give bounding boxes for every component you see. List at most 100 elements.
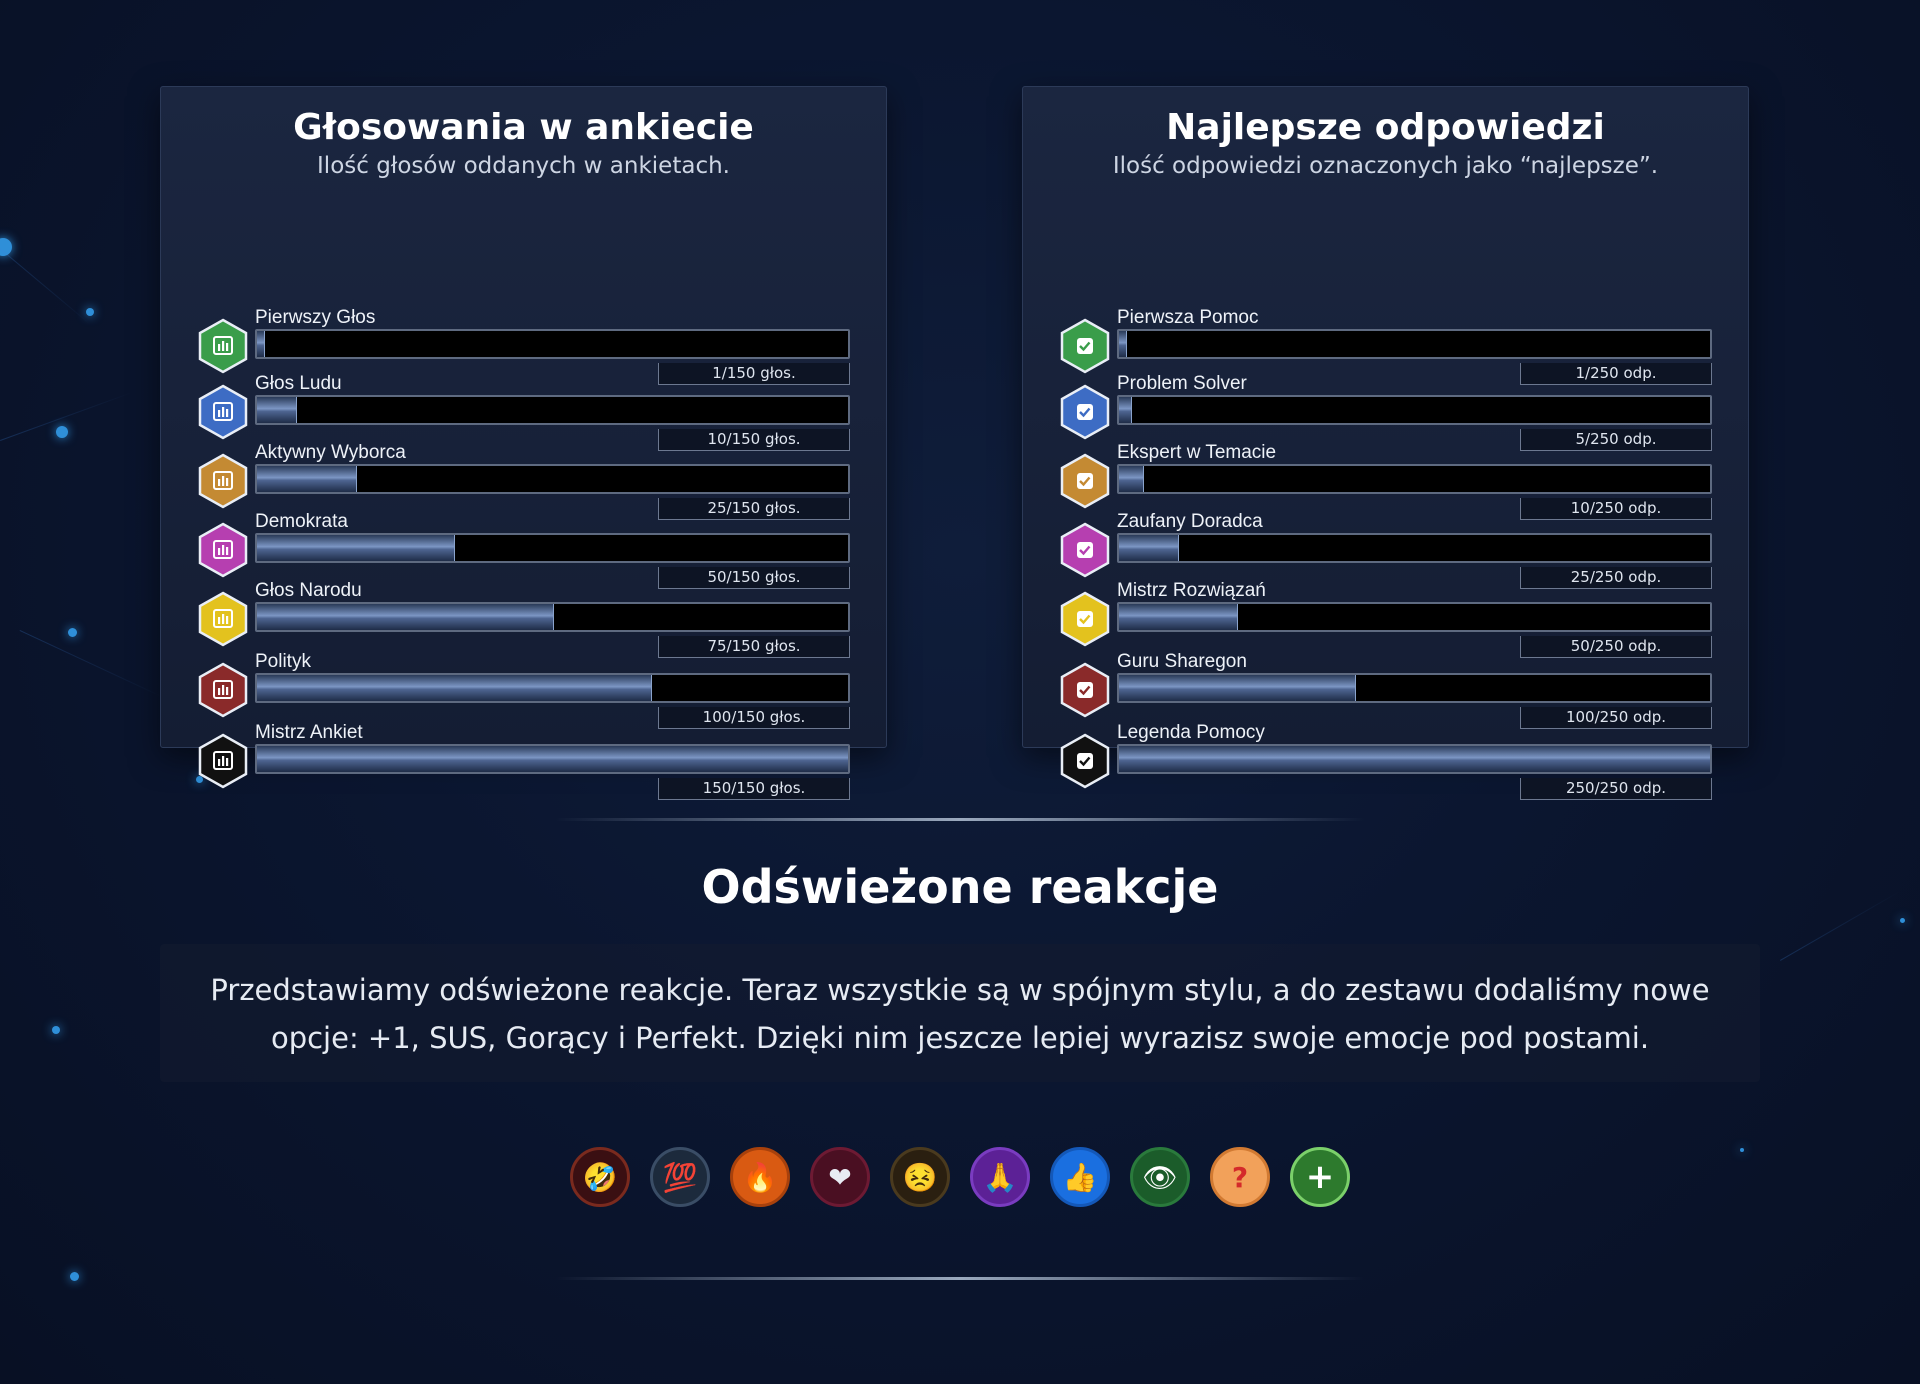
heart-icon[interactable]: ❤ bbox=[810, 1147, 870, 1207]
panel-subtitle: Ilość odpowiedzi oznaczonych jako “najle… bbox=[1112, 153, 1659, 179]
badge-name: Pierwsza Pomoc bbox=[1117, 307, 1259, 328]
badge-bar-chart-icon bbox=[197, 521, 249, 579]
reactions-row: 🤣 💯 🔥 ❤ 😣 🙏 👍 👁? + bbox=[570, 1147, 1360, 1211]
progress-bar bbox=[255, 395, 850, 425]
polls-panel: Głosowania w ankiecie Ilość głosów oddan… bbox=[160, 86, 887, 800]
badge-bar-chart-icon bbox=[197, 732, 249, 790]
progress-bar bbox=[255, 329, 850, 359]
progress-bar bbox=[1117, 395, 1712, 425]
answers-panel: Najlepsze odpowiedzi Ilość odpowiedzi oz… bbox=[1022, 86, 1749, 800]
badge-row: Legenda Pomocy 250/250 odp. bbox=[1023, 722, 1748, 812]
badge-bar-chart-icon bbox=[197, 590, 249, 648]
panel-title: Najlepsze odpowiedzi bbox=[1166, 107, 1605, 148]
progress-count: 10/150 głos. bbox=[658, 429, 850, 451]
badge-checkmark-icon bbox=[1059, 452, 1111, 510]
badge-row: Guru Sharegon 100/250 odp. bbox=[1023, 651, 1748, 741]
progress-fill bbox=[257, 535, 455, 561]
progress-fill bbox=[257, 466, 357, 492]
badge-row: Ekspert w Temacie 10/250 odp. bbox=[1023, 442, 1748, 532]
badge-row: Zaufany Doradca 25/250 odp. bbox=[1023, 511, 1748, 601]
badge-row: Demokrata 50/150 głos. bbox=[161, 511, 886, 601]
badge-row: Polityk 100/150 głos. bbox=[161, 651, 886, 741]
progress-count: 50/250 odp. bbox=[1520, 636, 1712, 658]
badge-bar-chart-icon bbox=[197, 661, 249, 719]
progress-count: 5/250 odp. bbox=[1520, 429, 1712, 451]
badge-name: Głos Narodu bbox=[255, 580, 362, 601]
progress-bar bbox=[255, 673, 850, 703]
progress-bar bbox=[255, 533, 850, 563]
progress-count: 250/250 odp. bbox=[1520, 778, 1712, 800]
hundred-points-icon[interactable]: 💯 bbox=[650, 1147, 710, 1207]
section-divider-bottom bbox=[555, 1277, 1365, 1280]
badge-row: Głos Ludu 10/150 głos. bbox=[161, 373, 886, 463]
badge-row: Pierwsza Pomoc 1/250 odp. bbox=[1023, 307, 1748, 397]
panel-title: Głosowania w ankiecie bbox=[293, 107, 754, 148]
progress-bar bbox=[1117, 464, 1712, 494]
progress-fill bbox=[1119, 675, 1357, 701]
progress-count: 10/250 odp. bbox=[1520, 498, 1712, 520]
badge-name: Demokrata bbox=[255, 511, 348, 532]
badge-name: Aktywny Wyborca bbox=[255, 442, 406, 463]
progress-count: 25/150 głos. bbox=[658, 498, 850, 520]
progress-bar bbox=[255, 602, 850, 632]
progress-fill bbox=[1119, 466, 1144, 492]
progress-count: 1/250 odp. bbox=[1520, 363, 1712, 385]
badge-name: Głos Ludu bbox=[255, 373, 342, 394]
badge-checkmark-icon bbox=[1059, 383, 1111, 441]
badge-row: Problem Solver 5/250 odp. bbox=[1023, 373, 1748, 463]
badge-name: Polityk bbox=[255, 651, 311, 672]
badge-name: Problem Solver bbox=[1117, 373, 1247, 394]
badge-checkmark-icon bbox=[1059, 590, 1111, 648]
progress-count: 150/150 głos. bbox=[658, 778, 850, 800]
progress-bar bbox=[1117, 673, 1712, 703]
progress-fill bbox=[1119, 397, 1132, 423]
progress-count: 50/150 głos. bbox=[658, 567, 850, 589]
progress-bar bbox=[1117, 329, 1712, 359]
progress-bar bbox=[255, 744, 850, 774]
progress-bar bbox=[1117, 602, 1712, 632]
progress-fill bbox=[1119, 535, 1180, 561]
progress-bar bbox=[1117, 533, 1712, 563]
progress-fill bbox=[1119, 331, 1128, 357]
badge-name: Guru Sharegon bbox=[1117, 651, 1247, 672]
progress-bar bbox=[255, 464, 850, 494]
section-title: Odświeżone reakcje bbox=[701, 860, 1219, 914]
badge-row: Głos Narodu 75/150 głos. bbox=[161, 580, 886, 670]
thumbs-up-icon[interactable]: 👍 bbox=[1050, 1147, 1110, 1207]
badge-name: Pierwszy Głos bbox=[255, 307, 376, 328]
laughing-emoji-icon[interactable]: 🤣 bbox=[570, 1147, 630, 1207]
badge-checkmark-icon bbox=[1059, 732, 1111, 790]
badge-row: Mistrz Ankiet 150/150 głos. bbox=[161, 722, 886, 812]
badge-checkmark-icon bbox=[1059, 317, 1111, 375]
progress-count: 100/150 głos. bbox=[658, 707, 850, 729]
badge-checkmark-icon bbox=[1059, 661, 1111, 719]
badge-row: Pierwszy Głos 1/150 głos. bbox=[161, 307, 886, 397]
description-box bbox=[160, 944, 1760, 1082]
badge-bar-chart-icon bbox=[197, 383, 249, 441]
progress-fill bbox=[257, 675, 653, 701]
question-mark-icon[interactable]: ? bbox=[1210, 1147, 1270, 1207]
section-description: Przedstawiamy odświeżone reakcje. Teraz … bbox=[210, 973, 1710, 1055]
praying-hands-icon[interactable]: 🙏 bbox=[970, 1147, 1030, 1207]
progress-count: 1/150 głos. bbox=[658, 363, 850, 385]
badge-name: Mistrz Rozwiązań bbox=[1117, 580, 1266, 601]
pleading-face-icon[interactable]: 😣 bbox=[890, 1147, 950, 1207]
progress-fill bbox=[257, 331, 266, 357]
progress-fill bbox=[257, 397, 298, 423]
eye-icon[interactable]: 👁 bbox=[1130, 1147, 1190, 1207]
progress-count: 100/250 odp. bbox=[1520, 707, 1712, 729]
section-divider bbox=[555, 818, 1365, 821]
progress-fill bbox=[1119, 746, 1710, 772]
progress-fill bbox=[257, 746, 848, 772]
badge-bar-chart-icon bbox=[197, 317, 249, 375]
badge-bar-chart-icon bbox=[197, 452, 249, 510]
progress-count: 25/250 odp. bbox=[1520, 567, 1712, 589]
badge-name: Ekspert w Temacie bbox=[1117, 442, 1277, 463]
progress-fill bbox=[1119, 604, 1239, 630]
fire-icon[interactable]: 🔥 bbox=[730, 1147, 790, 1207]
progress-fill bbox=[257, 604, 554, 630]
badge-name: Mistrz Ankiet bbox=[255, 722, 363, 743]
plus-icon[interactable]: + bbox=[1290, 1147, 1350, 1207]
progress-count: 75/150 głos. bbox=[658, 636, 850, 658]
badge-checkmark-icon bbox=[1059, 521, 1111, 579]
